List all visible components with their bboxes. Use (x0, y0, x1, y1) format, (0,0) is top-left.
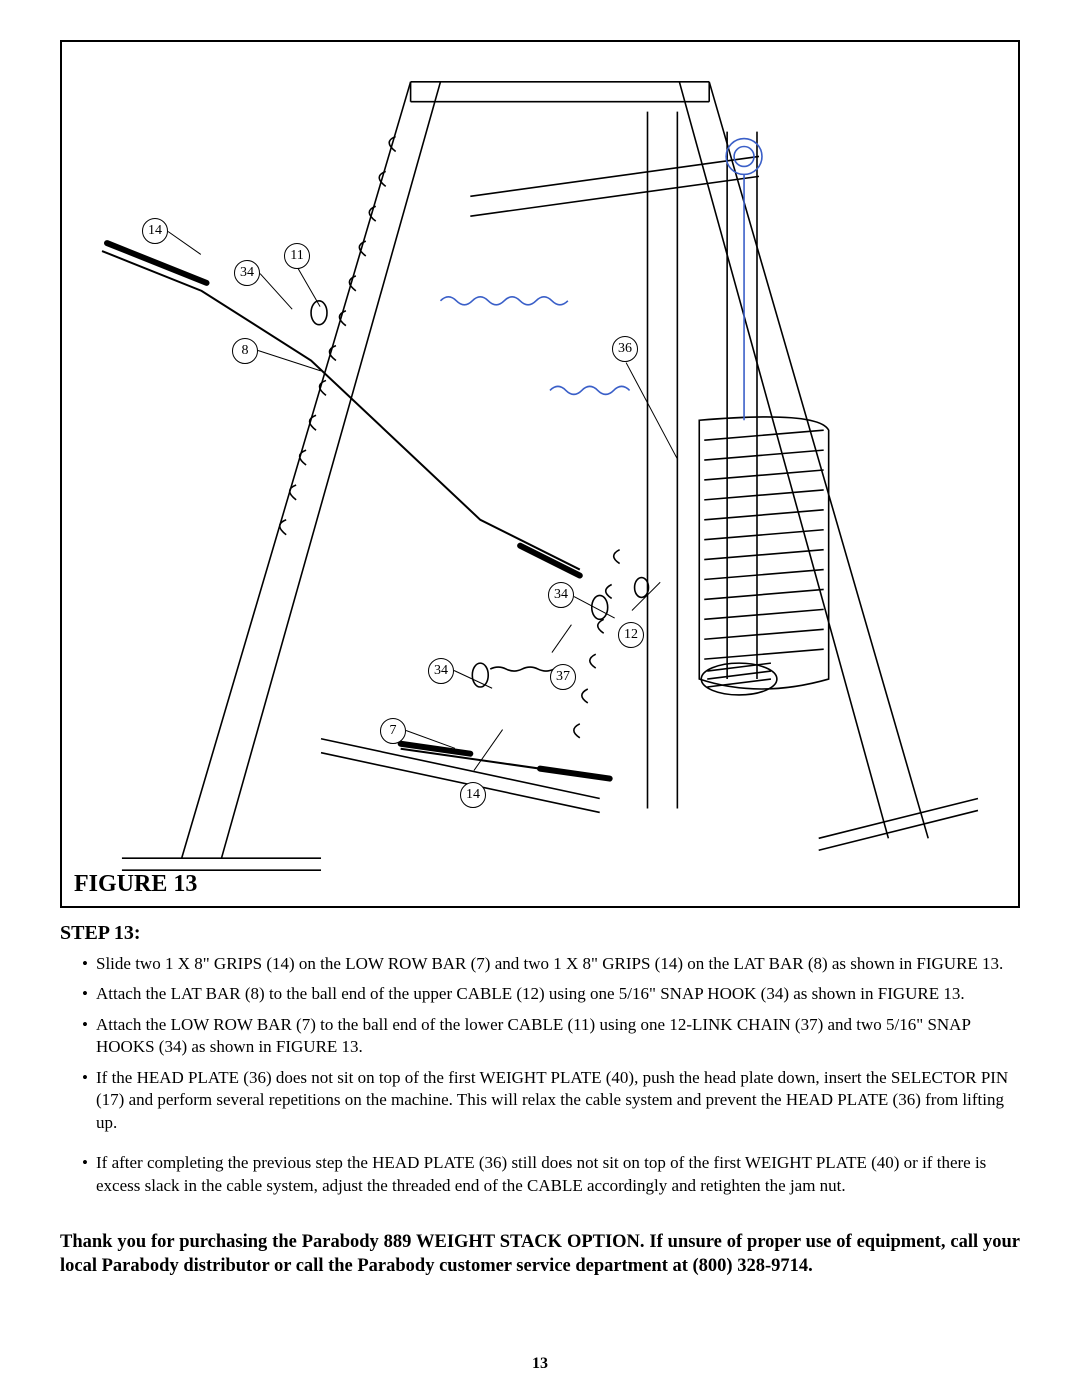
callout-11: 11 (284, 243, 310, 269)
callout-34: 34 (548, 582, 574, 608)
step-bullet: Attach the LOW ROW BAR (7) to the ball e… (82, 1014, 1020, 1059)
closing-paragraph: Thank you for purchasing the Parabody 88… (60, 1231, 1020, 1278)
step-heading: STEP 13: (60, 922, 1020, 945)
callout-34: 34 (428, 658, 454, 684)
figure-box: 14 11 34 8 36 34 12 34 37 7 14 FIGURE 13 (60, 40, 1020, 908)
step-bullet: Attach the LAT BAR (8) to the ball end o… (82, 983, 1020, 1005)
callout-14: 14 (460, 782, 486, 808)
step-bullet: If the HEAD PLATE (36) does not sit on t… (82, 1067, 1020, 1134)
callout-8: 8 (232, 338, 258, 364)
step-bullet: If after completing the previous step th… (82, 1152, 1020, 1197)
figure-label: FIGURE 13 (74, 871, 197, 898)
page-number: 13 (532, 1355, 548, 1373)
callout-34: 34 (234, 260, 260, 286)
diagram-svg (62, 42, 1018, 906)
callout-36: 36 (612, 336, 638, 362)
callout-14: 14 (142, 218, 168, 244)
step-bullet-list: Slide two 1 X 8" GRIPS (14) on the LOW R… (60, 953, 1020, 1197)
callout-12: 12 (618, 622, 644, 648)
callout-7: 7 (380, 718, 406, 744)
callout-37: 37 (550, 664, 576, 690)
assembly-diagram: 14 11 34 8 36 34 12 34 37 7 14 (62, 42, 1018, 906)
step-bullet: Slide two 1 X 8" GRIPS (14) on the LOW R… (82, 953, 1020, 975)
